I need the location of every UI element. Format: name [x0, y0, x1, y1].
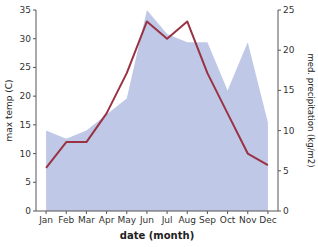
x-tick-label: Jun: [139, 215, 154, 225]
x-axis-label: date (month): [120, 230, 194, 241]
y-tick-label: 0: [25, 206, 31, 216]
x-tick-label: Mar: [78, 215, 95, 225]
y2-tick: [278, 211, 281, 212]
x-tick-label: Feb: [58, 215, 74, 225]
temperature-line: [46, 21, 268, 167]
y2-tick-label: 15: [283, 85, 294, 95]
x-tick-label: Oct: [220, 215, 236, 225]
plot-area: [46, 10, 268, 211]
y-tick-label: 25: [20, 62, 31, 72]
x-tick: [106, 211, 107, 214]
x-tick: [227, 211, 228, 214]
y2-tick-label: 0: [283, 206, 289, 216]
y-tick-label: 5: [25, 177, 31, 187]
x-tick: [247, 211, 248, 214]
y2-tick: [278, 170, 281, 171]
x-tick: [187, 211, 188, 214]
x-tick: [86, 211, 87, 214]
x-tick-label: Sep: [199, 215, 216, 225]
y2-axis-label: med. precipitation (kg/m2): [306, 53, 316, 167]
x-axis-line: [36, 211, 278, 212]
y-tick-label: 20: [20, 91, 32, 101]
y2-tick: [278, 50, 281, 51]
x-tick-label: May: [117, 215, 136, 225]
y2-axis-line: [278, 10, 279, 211]
y-tick: [33, 124, 36, 125]
x-tick: [207, 211, 208, 214]
x-tick: [267, 211, 268, 214]
y-axis-line: [36, 10, 37, 211]
x-tick-label: Dec: [259, 215, 276, 225]
y2-tick-label: 5: [283, 166, 289, 176]
y2-tick: [278, 90, 281, 91]
y-tick-label: 30: [20, 34, 32, 44]
x-tick: [66, 211, 67, 214]
y2-tick-label: 10: [283, 126, 295, 136]
x-tick-label: Jan: [38, 215, 53, 225]
chart-container: Jan Feb Mar AprMayJun Jul AugSep OctNovDec 0 5 10…: [0, 0, 318, 247]
x-tick-label: Jul: [161, 215, 173, 225]
precipitation-area: [46, 10, 268, 211]
y-tick: [33, 182, 36, 183]
y-tick: [33, 96, 36, 97]
y-tick: [33, 38, 36, 39]
y-tick-label: 10: [20, 149, 32, 159]
x-tick-label: Aug: [178, 215, 196, 225]
y-tick: [33, 10, 36, 11]
x-tick: [146, 211, 147, 214]
y2-tick-label: 25: [283, 5, 294, 15]
y2-tick-label: 20: [283, 45, 295, 55]
x-tick-label: Nov: [239, 215, 257, 225]
x-tick-label: Apr: [99, 215, 115, 225]
y-tick-label: 35: [20, 5, 31, 15]
x-tick: [46, 211, 47, 214]
x-tick: [126, 211, 127, 214]
chart: Jan Feb Mar AprMayJun Jul AugSep OctNovDec 0 5 10…: [0, 0, 318, 247]
y-tick: [33, 211, 36, 212]
y-tick-label: 15: [20, 120, 31, 130]
y2-tick: [278, 10, 281, 11]
y2-tick: [278, 130, 281, 131]
y-tick: [33, 67, 36, 68]
y-axis-label: max temp (C): [4, 79, 14, 141]
x-tick: [167, 211, 168, 214]
y-tick: [33, 153, 36, 154]
